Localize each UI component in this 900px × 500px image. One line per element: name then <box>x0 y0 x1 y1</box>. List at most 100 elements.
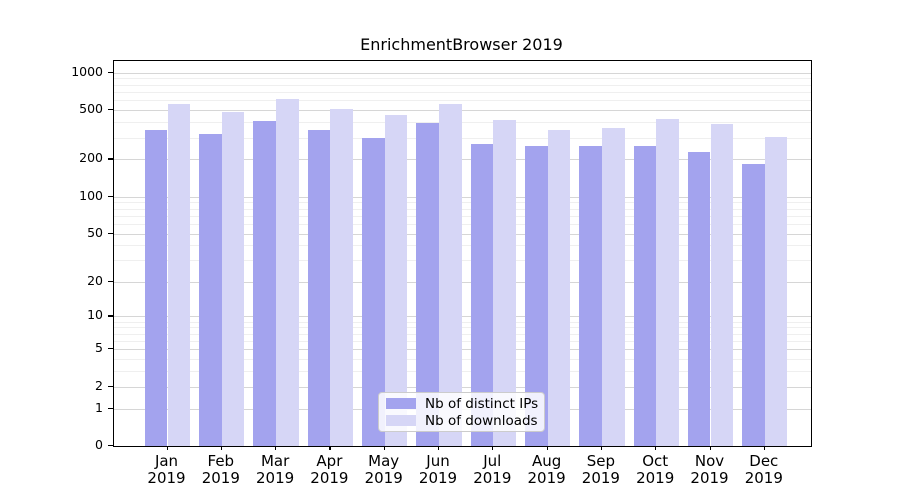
bar-distinct-ips-may <box>362 138 385 446</box>
legend: Nb of distinct IPs Nb of downloads <box>378 392 545 432</box>
x-tick-label: Mar 2019 <box>256 452 295 487</box>
gridline-minor <box>114 137 811 139</box>
bar-downloads-mar <box>276 98 299 446</box>
y-tick-mark <box>108 158 113 160</box>
legend-swatch-downloads <box>386 415 416 426</box>
x-tick-label: Apr 2019 <box>310 452 349 487</box>
gridline-major <box>114 196 811 198</box>
x-tick-label: Feb 2019 <box>201 452 240 487</box>
x-tick-mark <box>709 446 711 450</box>
y-tick-mark <box>108 385 113 387</box>
legend-row-distinct-ips: Nb of distinct IPs <box>386 395 544 412</box>
x-tick-label: Jan 2019 <box>147 452 186 487</box>
bar-distinct-ips-nov <box>687 152 711 446</box>
bar-distinct-ips-aug <box>524 145 548 446</box>
x-tick-label: Oct 2019 <box>636 452 675 487</box>
x-tick-label: May 2019 <box>364 452 403 487</box>
bar-distinct-ips-dec <box>742 163 765 446</box>
x-tick-mark <box>546 446 548 450</box>
y-tick-mark <box>108 232 113 234</box>
y-tick-label: 10 <box>87 307 103 323</box>
x-tick-label: Jun 2019 <box>418 452 458 487</box>
y-tick-mark <box>108 280 113 282</box>
y-tick-mark <box>108 315 113 317</box>
bar-distinct-ips-apr <box>307 130 331 446</box>
gridline-major <box>114 159 811 161</box>
bar-distinct-ips-mar <box>253 121 277 446</box>
gridline-minor <box>114 202 811 204</box>
x-tick-mark <box>600 446 603 450</box>
bar-downloads-aug <box>547 130 571 446</box>
x-tick-mark <box>655 446 657 450</box>
y-tick-label: 100 <box>79 187 103 203</box>
y-tick-label: 20 <box>87 272 103 288</box>
x-tick-label: Sep 2019 <box>581 452 620 487</box>
x-tick-mark <box>220 446 222 450</box>
y-tick-label: 2 <box>95 377 103 393</box>
gridline-major <box>114 233 811 235</box>
bar-distinct-ips-sep <box>579 146 602 446</box>
y-tick-label: 1 <box>95 399 103 415</box>
gridline-major <box>114 110 811 111</box>
bar-downloads-oct <box>656 118 679 446</box>
gridline-major <box>114 281 811 283</box>
y-tick-mark <box>108 407 113 409</box>
x-tick-mark <box>166 446 168 450</box>
gridline-minor <box>114 321 811 323</box>
y-tick-label: 0 <box>95 437 103 452</box>
y-tick-mark <box>108 445 113 447</box>
gridline-minor <box>114 91 811 93</box>
gridline-major <box>114 349 811 351</box>
x-tick-label: Dec 2019 <box>744 452 783 487</box>
y-tick-label: 5 <box>95 340 103 356</box>
legend-row-downloads: Nb of downloads <box>386 412 544 429</box>
chart-title: EnrichmentBrowser 2019 <box>360 35 563 54</box>
y-tick-mark <box>108 348 113 350</box>
y-tick-label: 50 <box>87 224 103 240</box>
gridline-minor <box>114 100 811 102</box>
gridline-minor <box>114 223 811 225</box>
bar-distinct-ips-jun <box>416 123 439 446</box>
x-tick-mark <box>275 446 277 450</box>
gridline-major <box>114 386 811 388</box>
bar-downloads-feb <box>221 112 245 446</box>
legend-swatch-distinct-ips <box>386 398 416 409</box>
gridline-minor <box>114 215 811 217</box>
gridline-minor <box>114 208 811 210</box>
legend-label-distinct-ips: Nb of distinct IPs <box>425 395 539 412</box>
gridline-minor <box>114 333 811 335</box>
y-tick-label: 200 <box>79 150 103 166</box>
bar-downloads-nov <box>710 124 734 446</box>
bar-downloads-apr <box>330 108 354 446</box>
bar-distinct-ips-feb <box>199 133 222 446</box>
x-tick-mark <box>763 446 765 450</box>
y-tick-label: 1000 <box>71 63 103 79</box>
x-tick-label: Nov 2019 <box>690 452 729 487</box>
x-tick-label: Jul 2019 <box>473 452 512 487</box>
y-tick-mark <box>108 109 113 111</box>
gridline-minor <box>114 359 811 360</box>
x-tick-label: Aug 2019 <box>527 452 566 487</box>
bar-downloads-sep <box>601 127 625 446</box>
bar-distinct-ips-jan <box>144 130 168 446</box>
y-tick-label: 500 <box>79 101 103 116</box>
bar-distinct-ips-jul <box>470 144 494 446</box>
legend-label-downloads: Nb of downloads <box>425 412 538 429</box>
bar-downloads-dec <box>764 137 788 446</box>
bar-distinct-ips-oct <box>633 145 657 446</box>
gridline-minor <box>114 122 811 124</box>
gridline-minor <box>114 371 811 373</box>
y-tick-mark <box>108 195 113 197</box>
gridline-minor <box>114 78 811 80</box>
gridline-major <box>114 316 811 318</box>
y-tick-mark <box>108 71 113 73</box>
x-tick-mark <box>492 446 494 450</box>
gridline-minor <box>114 84 811 86</box>
bar-downloads-jul <box>493 119 516 446</box>
bar-downloads-jun <box>439 104 462 446</box>
gridline-major <box>114 72 811 74</box>
bar-downloads-may <box>384 114 408 446</box>
gridline-minor <box>114 260 811 262</box>
gridline-minor <box>114 327 811 329</box>
